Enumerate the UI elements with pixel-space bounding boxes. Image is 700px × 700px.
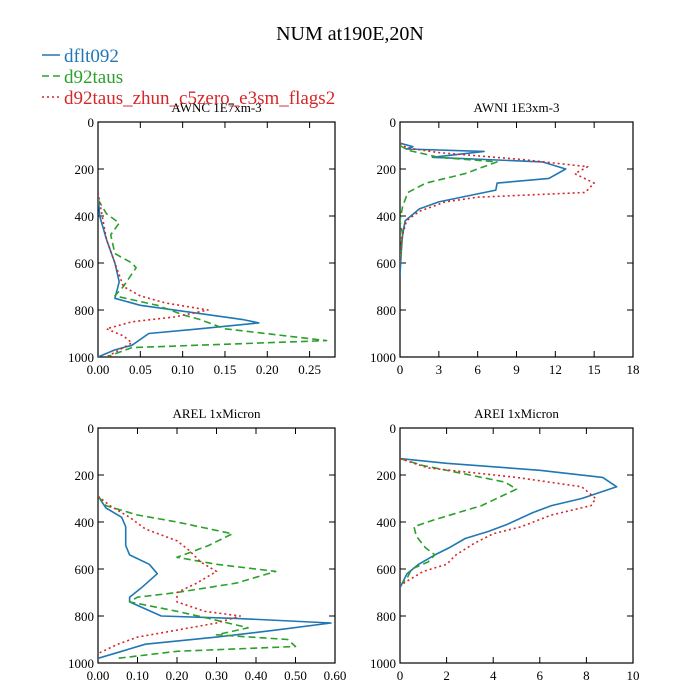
y-tick-label: 400 bbox=[377, 515, 397, 530]
y-tick-label: 400 bbox=[75, 515, 95, 530]
y-tick-label: 200 bbox=[377, 468, 397, 483]
y-tick-label: 1000 bbox=[68, 350, 94, 365]
y-tick-label: 200 bbox=[75, 162, 95, 177]
x-tick-label: 10 bbox=[627, 668, 640, 683]
x-tick-label: 18 bbox=[627, 362, 640, 377]
x-tick-label: 0.05 bbox=[129, 362, 152, 377]
y-tick-label: 200 bbox=[377, 162, 397, 177]
plot-frame bbox=[399, 427, 634, 664]
y-tick-label: 0 bbox=[390, 421, 397, 436]
panel-title: AREL 1xMicron bbox=[173, 406, 261, 421]
y-tick-label: 800 bbox=[75, 303, 95, 318]
figure-title: NUM at190E,20N bbox=[276, 23, 424, 45]
panel-awnc-1e7xm-3: AWNC 1E7xm-3 0.00 0.05 0.10 0.15 0.20 0.25 0 200… bbox=[68, 100, 336, 377]
legend: dflt092d92tausd92taus_zhun_c5zero_e3sm_f… bbox=[42, 46, 335, 109]
series-line-d92taus bbox=[400, 144, 498, 264]
x-tick-label: 8 bbox=[583, 668, 590, 683]
panel-awni-1e3xm-3: AWNI 1E3xm-3 0 3 6 9 12 15 18 0 200 400 600 800 1000 bbox=[370, 100, 640, 377]
x-tick-label: 0.00 bbox=[87, 362, 110, 377]
series-line-d92taus bbox=[400, 457, 518, 584]
x-tick-label: 0.10 bbox=[171, 362, 194, 377]
y-tick-label: 800 bbox=[377, 609, 397, 624]
legend-label-d92taus-zhun-c5zero-e3sm-flags2: d92taus_zhun_c5zero_e3sm_flags2 bbox=[64, 88, 335, 109]
x-tick-label: 0.40 bbox=[245, 668, 268, 683]
x-tick-label: 6 bbox=[537, 668, 544, 683]
y-tick-label: 600 bbox=[377, 562, 397, 577]
x-tick-label: 0.15 bbox=[214, 362, 237, 377]
series-line-d92taus bbox=[98, 495, 297, 660]
legend-label-dflt092: dflt092 bbox=[64, 46, 119, 67]
legend-label-d92taus: d92taus bbox=[64, 67, 123, 88]
x-tick-label: 0.10 bbox=[126, 668, 149, 683]
x-tick-label: 15 bbox=[588, 362, 601, 377]
x-tick-label: 12 bbox=[549, 362, 562, 377]
panel-title: AWNC 1E7xm-3 bbox=[171, 100, 261, 115]
series-line-d92taus-zhun-c5zero-e3sm-flags2 bbox=[98, 495, 241, 655]
y-tick-label: 600 bbox=[377, 256, 397, 271]
y-tick-label: 800 bbox=[75, 609, 95, 624]
x-tick-label: 0.30 bbox=[205, 668, 228, 683]
x-tick-label: 0.60 bbox=[324, 668, 347, 683]
x-tick-label: 6 bbox=[474, 362, 481, 377]
y-tick-label: 200 bbox=[75, 468, 95, 483]
panel-arel-1xmicron: AREL 1xMicron 0.00 0.10 0.20 0.30 0.40 0.50 0.6… bbox=[68, 406, 346, 683]
panel-title: AWNI 1E3xm-3 bbox=[474, 100, 560, 115]
x-tick-label: 0.20 bbox=[256, 362, 279, 377]
series-line-d92taus-zhun-c5zero-e3sm-flags2 bbox=[400, 142, 596, 264]
x-tick-label: 4 bbox=[490, 668, 497, 683]
series-line-d92taus bbox=[98, 199, 328, 357]
series-line-d92taus-zhun-c5zero-e3sm-flags2 bbox=[400, 457, 597, 587]
panel-arei-1xmicron: AREI 1xMicron 0 2 4 6 8 10 0 200 400 600 800 1000 bbox=[370, 406, 640, 683]
x-tick-label: 3 bbox=[436, 362, 443, 377]
x-tick-label: 0.00 bbox=[87, 668, 110, 683]
x-tick-label: 9 bbox=[513, 362, 520, 377]
x-tick-label: 0 bbox=[397, 668, 404, 683]
y-tick-label: 1000 bbox=[370, 656, 396, 671]
y-tick-label: 1000 bbox=[370, 350, 396, 365]
x-tick-label: 0.25 bbox=[298, 362, 321, 377]
y-tick-label: 1000 bbox=[68, 656, 94, 671]
series-line-d92taus-zhun-c5zero-e3sm-flags2 bbox=[98, 192, 209, 357]
y-tick-label: 0 bbox=[88, 421, 95, 436]
y-tick-label: 0 bbox=[390, 115, 397, 130]
series-line-dflt092 bbox=[98, 495, 332, 660]
series-line-dflt092 bbox=[400, 457, 618, 589]
x-tick-label: 2 bbox=[443, 668, 450, 683]
y-tick-label: 800 bbox=[377, 303, 397, 318]
x-tick-label: 0.20 bbox=[166, 668, 189, 683]
x-tick-label: 0.50 bbox=[284, 668, 307, 683]
panels: AWNC 1E7xm-30.00 0.05 0.10 0.15 0.20 0.250200… bbox=[68, 100, 640, 683]
y-tick-label: 600 bbox=[75, 562, 95, 577]
y-tick-label: 600 bbox=[75, 256, 95, 271]
x-tick-label: 0 bbox=[397, 362, 404, 377]
y-tick-label: 400 bbox=[75, 209, 95, 224]
plot-frame bbox=[97, 121, 336, 358]
series-line-dflt092 bbox=[98, 192, 260, 357]
y-tick-label: 0 bbox=[88, 115, 95, 130]
panel-title: AREI 1xMicron bbox=[474, 406, 559, 421]
y-tick-label: 400 bbox=[377, 209, 397, 224]
